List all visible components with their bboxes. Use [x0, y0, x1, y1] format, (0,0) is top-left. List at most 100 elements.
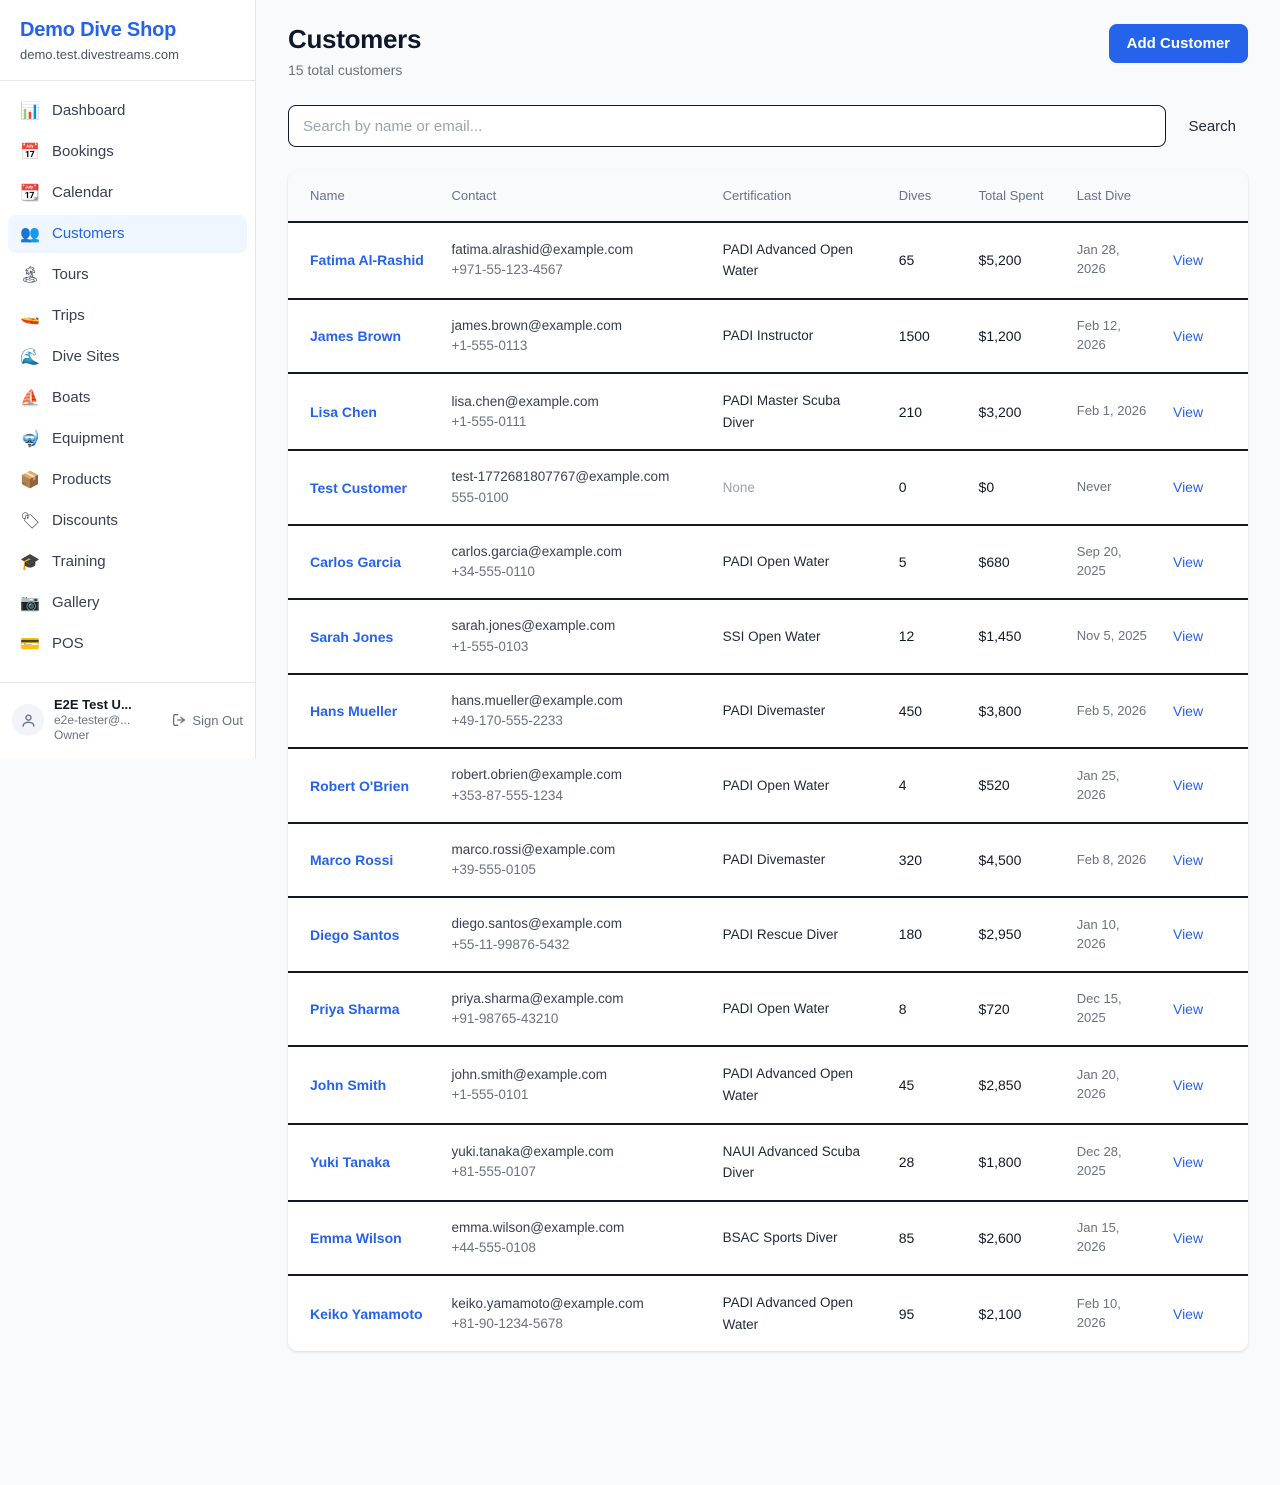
sidebar-item-label: Customers — [52, 225, 125, 243]
certification-cell: PADI Rescue Diver — [710, 897, 887, 973]
contact-cell: priya.sharma@example.com +91-98765-43210 — [439, 971, 711, 1048]
certification: PADI Open Water — [722, 777, 830, 793]
last-dive-date-cell: Never — [1064, 450, 1161, 526]
dives-count-cell: 45 — [886, 1046, 967, 1125]
contact-cell: john.smith@example.com +1-555-0101 — [439, 1046, 711, 1125]
customer-name[interactable]: Lisa Chen — [310, 403, 377, 420]
customer-phone: +1-555-0101 — [451, 1087, 529, 1103]
view-link[interactable]: View — [1172, 628, 1204, 645]
view-link[interactable]: View — [1172, 553, 1204, 570]
view-link[interactable]: View — [1172, 251, 1204, 268]
sign-out-button[interactable]: Sign Out — [171, 712, 243, 728]
total-spent-cell: $1,450 — [966, 599, 1065, 675]
customer-name[interactable]: Test Customer — [310, 479, 407, 496]
customer-name[interactable]: Diego Santos — [310, 926, 400, 943]
sidebar-item-trips[interactable]: 🚤 Trips — [8, 297, 247, 335]
contact-cell: keiko.yamamoto@example.com +81-90-1234-56… — [439, 1275, 710, 1351]
last-dive-date-cell: Feb 5, 2026 — [1064, 673, 1161, 750]
view-link[interactable]: View — [1172, 479, 1204, 496]
view-link[interactable]: View — [1172, 1305, 1204, 1322]
customer-email: john.smith@example.com — [451, 1066, 607, 1082]
customer-name[interactable]: Sarah Jones — [310, 628, 394, 645]
credit-card-icon: 💳 — [20, 633, 40, 653]
table-row: James Brown james.brown@example.com +1-555… — [288, 298, 1248, 375]
column-header-total-spent: Total Spent — [966, 171, 1065, 223]
customer-name[interactable]: James Brown — [310, 327, 402, 344]
sidebar-item-tours[interactable]: 🏝 Tours — [8, 256, 247, 294]
actions-cell: View — [1160, 1046, 1248, 1125]
dives-count: 180 — [898, 926, 923, 943]
sidebar-item-dashboard[interactable]: 📊 Dashboard — [8, 92, 247, 130]
view-link[interactable]: View — [1172, 1000, 1204, 1017]
certification: PADI Divemaster — [722, 852, 826, 868]
total-spent: $3,800 — [978, 702, 1022, 719]
sidebar-item-label: Dashboard — [52, 102, 126, 120]
brand-header: Demo Dive Shop demo.test.divestreams.com — [0, 0, 255, 81]
total-spent-cell: $2,600 — [966, 1200, 1065, 1277]
view-link[interactable]: View — [1172, 403, 1204, 420]
sidebar-item-pos[interactable]: 💳 POS — [8, 625, 247, 663]
total-spent: $2,100 — [978, 1305, 1022, 1322]
table-row: Fatima Al-Rashid fatima.alrashid@example.… — [288, 221, 1248, 300]
total-spent-cell: $520 — [966, 748, 1065, 824]
customer-name[interactable]: Fatima Al-Rashid — [310, 251, 424, 268]
contact-cell: sarah.jones@example.com +1-555-0103 — [439, 599, 711, 675]
customer-name[interactable]: Robert O'Brien — [310, 777, 410, 794]
customer-phone: +39-555-0105 — [451, 862, 536, 878]
customer-phone: +1-555-0113 — [451, 337, 528, 353]
total-spent-cell: $3,800 — [966, 673, 1065, 750]
search-input[interactable] — [288, 105, 1167, 147]
contact-cell: emma.wilson@example.com +44-555-0108 — [439, 1200, 711, 1277]
last-dive-date: Jan 10, 2026 — [1076, 916, 1120, 951]
last-dive-date: Never — [1076, 479, 1112, 495]
actions-cell: View — [1160, 1123, 1248, 1202]
customer-name-cell: Test Customer — [288, 450, 440, 526]
view-link[interactable]: View — [1172, 1154, 1204, 1170]
sidebar-item-discounts[interactable]: 🏷 Discounts — [8, 502, 247, 540]
customer-name[interactable]: John Smith — [310, 1076, 387, 1093]
customer-name[interactable]: Hans Mueller — [310, 703, 398, 720]
view-link[interactable]: View — [1172, 1076, 1204, 1093]
sidebar-item-boats[interactable]: ⛵ Boats — [8, 379, 247, 417]
customer-phone: +81-555-0107 — [451, 1164, 536, 1180]
customer-phone: +44-555-0108 — [451, 1240, 536, 1256]
customer-name-cell: Sarah Jones — [288, 599, 440, 675]
view-link[interactable]: View — [1172, 327, 1204, 344]
search-button[interactable]: Search — [1176, 108, 1248, 145]
total-spent-cell: $1,800 — [966, 1123, 1065, 1202]
customer-name[interactable]: Yuki Tanaka — [310, 1154, 390, 1171]
sidebar-item-calendar[interactable]: 📆 Calendar — [8, 174, 247, 212]
sidebar-item-label: Gallery — [52, 594, 100, 612]
view-link[interactable]: View — [1172, 926, 1204, 943]
table-row: Carlos Garcia carlos.garcia@example.com +3… — [288, 524, 1248, 601]
view-link[interactable]: View — [1172, 851, 1204, 868]
customer-name[interactable]: Marco Rossi — [310, 852, 394, 869]
sidebar-item-label: Products — [52, 471, 112, 489]
view-link[interactable]: View — [1172, 1229, 1204, 1246]
dives-count: 320 — [898, 851, 923, 868]
last-dive-date-cell: Nov 5, 2025 — [1064, 599, 1161, 675]
sidebar-item-dive-sites[interactable]: 🌊 Dive Sites — [8, 338, 247, 376]
contact-cell: hans.mueller@example.com +49-170-555-2233 — [439, 673, 711, 750]
customer-name[interactable]: Keiko Yamamoto — [310, 1305, 423, 1322]
add-customer-button[interactable]: Add Customer — [1108, 24, 1248, 63]
sidebar-item-training[interactable]: 🎓 Training — [8, 543, 247, 581]
customer-name-cell: Robert O'Brien — [288, 748, 440, 824]
customer-name[interactable]: Carlos Garcia — [310, 554, 402, 571]
sidebar-item-equipment[interactable]: 🤿 Equipment — [8, 420, 247, 458]
total-spent: $720 — [978, 1000, 1010, 1017]
total-spent: $3,200 — [978, 403, 1022, 420]
view-link[interactable]: View — [1172, 777, 1204, 794]
customer-name[interactable]: Emma Wilson — [310, 1229, 402, 1246]
customer-name[interactable]: Priya Sharma — [310, 1001, 400, 1018]
sidebar-item-bookings[interactable]: 📅 Bookings — [8, 133, 247, 171]
sidebar-item-label: Boats — [52, 389, 91, 407]
sidebar-item-products[interactable]: 📦 Products — [8, 461, 247, 499]
camera-icon: 📷 — [20, 592, 40, 612]
actions-cell: View — [1160, 599, 1248, 675]
last-dive-date-cell: Feb 12, 2026 — [1064, 298, 1161, 375]
sidebar-item-gallery[interactable]: 📷 Gallery — [8, 584, 247, 622]
customer-email: marco.rossi@example.com — [451, 841, 616, 857]
view-link[interactable]: View — [1172, 702, 1204, 719]
sidebar-item-customers[interactable]: 👥 Customers — [8, 214, 247, 253]
